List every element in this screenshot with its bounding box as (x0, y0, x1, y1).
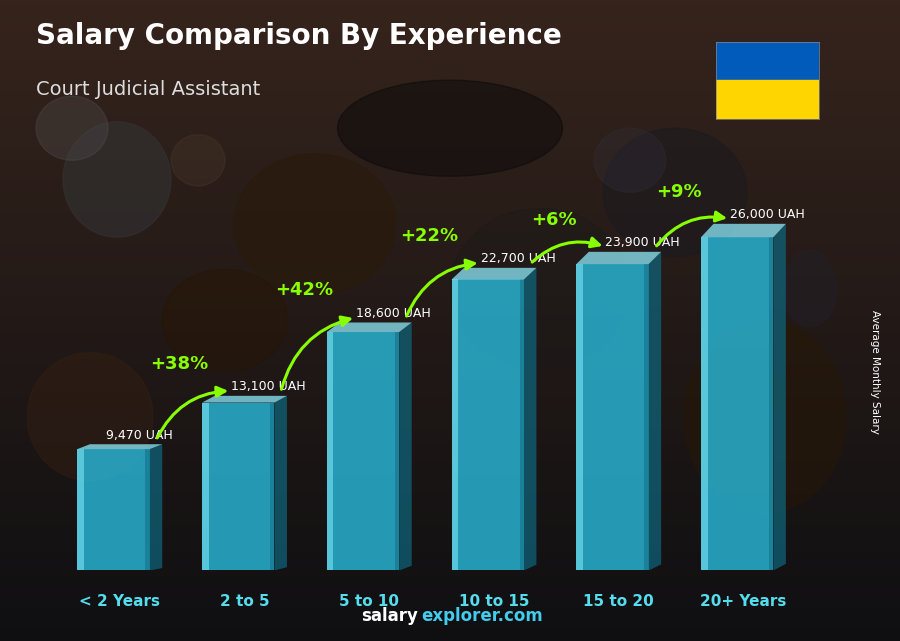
Text: 15 to 20: 15 to 20 (583, 594, 654, 608)
Ellipse shape (234, 154, 396, 295)
Ellipse shape (63, 122, 171, 237)
Polygon shape (773, 224, 786, 570)
Text: salary: salary (362, 607, 418, 625)
Text: 18,600 UAH: 18,600 UAH (356, 307, 430, 320)
Ellipse shape (36, 96, 108, 160)
Polygon shape (649, 252, 662, 570)
Bar (701, 237, 773, 570)
Text: +38%: +38% (150, 354, 209, 373)
Polygon shape (149, 444, 162, 570)
Text: 10 to 15: 10 to 15 (459, 594, 529, 608)
Bar (452, 279, 458, 570)
Polygon shape (202, 396, 287, 403)
Bar (327, 332, 400, 570)
Polygon shape (524, 268, 536, 570)
Text: < 2 Years: < 2 Years (79, 594, 160, 608)
Bar (644, 264, 649, 570)
Text: 23,900 UAH: 23,900 UAH (606, 237, 680, 249)
Polygon shape (701, 224, 786, 237)
Bar (716, 80, 819, 119)
Ellipse shape (171, 135, 225, 186)
Text: +9%: +9% (656, 183, 701, 201)
Bar (77, 449, 149, 570)
Text: +6%: +6% (531, 211, 577, 229)
Bar (327, 332, 333, 570)
Text: 22,700 UAH: 22,700 UAH (481, 253, 555, 265)
Ellipse shape (450, 208, 630, 369)
Bar (202, 403, 274, 570)
Text: Court Judicial Assistant: Court Judicial Assistant (36, 80, 260, 99)
Ellipse shape (27, 353, 153, 481)
Bar (452, 279, 524, 570)
Text: explorer.com: explorer.com (421, 607, 543, 625)
Bar (270, 403, 274, 570)
Text: 9,470 UAH: 9,470 UAH (106, 429, 173, 442)
Ellipse shape (162, 269, 288, 372)
Polygon shape (400, 322, 411, 570)
Bar (519, 279, 524, 570)
Text: 5 to 10: 5 to 10 (339, 594, 400, 608)
Bar (77, 449, 84, 570)
Ellipse shape (338, 80, 562, 176)
Text: +42%: +42% (275, 281, 334, 299)
Text: Salary Comparison By Experience: Salary Comparison By Experience (36, 22, 562, 51)
Text: Average Monthly Salary: Average Monthly Salary (869, 310, 880, 434)
Polygon shape (452, 268, 536, 279)
Bar (576, 264, 583, 570)
Text: 20+ Years: 20+ Years (700, 594, 787, 608)
Ellipse shape (594, 128, 666, 192)
Polygon shape (576, 252, 662, 264)
Polygon shape (327, 322, 411, 332)
Polygon shape (274, 396, 287, 570)
Text: 2 to 5: 2 to 5 (220, 594, 269, 608)
Text: +22%: +22% (400, 227, 458, 245)
Text: 13,100 UAH: 13,100 UAH (231, 380, 306, 394)
Text: 26,000 UAH: 26,000 UAH (730, 208, 805, 221)
Polygon shape (77, 444, 162, 449)
Ellipse shape (603, 128, 747, 256)
Bar (202, 403, 209, 570)
Bar (395, 332, 400, 570)
Bar (716, 42, 819, 80)
Bar (701, 237, 707, 570)
Bar (146, 449, 149, 570)
Bar (576, 264, 649, 570)
Ellipse shape (684, 320, 846, 513)
Ellipse shape (783, 250, 837, 327)
Bar (770, 237, 773, 570)
